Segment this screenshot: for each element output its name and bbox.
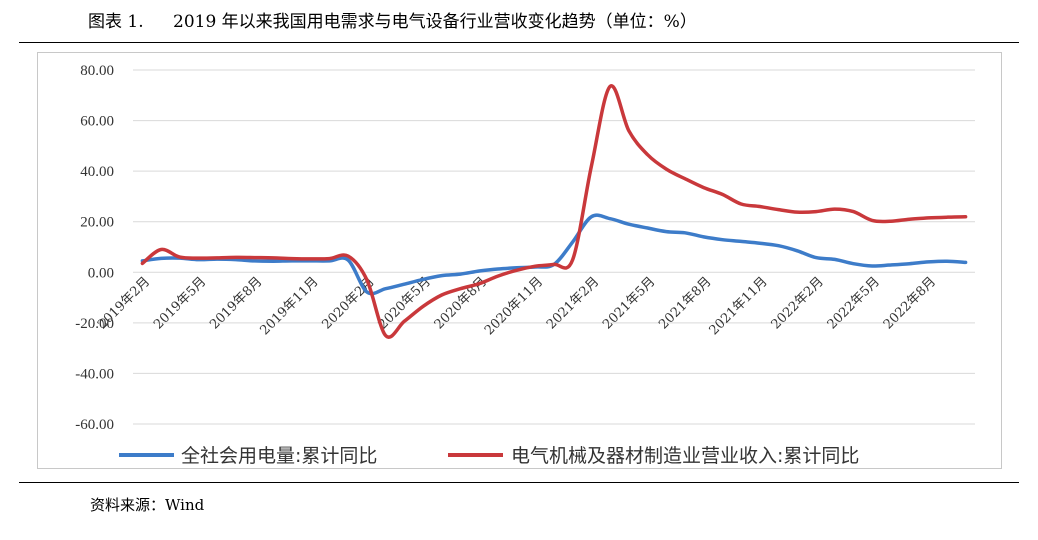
series-line-2 <box>140 84 968 339</box>
legend-label: 全社会用电量:累计同比 <box>181 445 377 467</box>
chart-title: 2019 年以来我国用电需求与电气设备行业营收变化趋势（单位：%） <box>173 11 697 32</box>
grid-lines <box>133 69 975 425</box>
x-tick-label: 2019年8月 <box>207 274 265 332</box>
x-tick-label: 2021年8月 <box>656 274 714 332</box>
figure-title: 图表 1. 2019 年以来我国用电需求与电气设备行业营收变化趋势（单位：%） <box>88 6 697 32</box>
legend: 全社会用电量:累计同比 电气机械及器材制造业营业收入:累计同比 <box>119 445 859 467</box>
x-tick-label: 2021年2月 <box>544 274 602 332</box>
x-tick-label: 2022年2月 <box>769 274 827 332</box>
series-lines <box>140 84 968 339</box>
y-tick-label: 80.00 <box>80 63 114 79</box>
x-tick-label: 2021年11月 <box>707 274 771 338</box>
legend-label: 电气机械及器材制造业营业收入:累计同比 <box>511 445 859 467</box>
x-tick-label: 2019年5月 <box>151 274 209 332</box>
x-tick-label: 2020年11月 <box>482 274 546 338</box>
y-tick-label: 20.00 <box>80 215 114 231</box>
figure-label: 图表 1. <box>88 11 144 32</box>
x-tick-label: 2019年2月 <box>95 274 153 332</box>
x-axis-ticks: 2019年2月2019年5月2019年8月2019年11月2020年2月2020… <box>95 274 939 338</box>
y-tick-label: -20.00 <box>75 316 114 332</box>
top-rule <box>19 42 1019 43</box>
y-tick-label: 40.00 <box>80 164 114 180</box>
x-tick-label: 2019年11月 <box>257 274 321 338</box>
x-tick-label: 2021年5月 <box>600 274 658 332</box>
y-tick-label: 60.00 <box>80 114 114 130</box>
bottom-rule <box>19 482 1019 483</box>
y-axis-ticks: 80.00 60.00 40.00 20.00 0.00 -20.00 -40.00 -60.… <box>75 63 114 433</box>
x-tick-label: 2022年8月 <box>881 274 939 332</box>
series-line-1 <box>140 213 968 296</box>
y-tick-label: 0.00 <box>88 265 114 281</box>
x-tick-label: 2022年5月 <box>825 274 883 332</box>
y-tick-label: -60.00 <box>75 417 114 433</box>
y-tick-label: -40.00 <box>75 366 114 382</box>
source-note: 资料来源：Wind <box>90 496 205 514</box>
chart-frame <box>37 52 1002 469</box>
